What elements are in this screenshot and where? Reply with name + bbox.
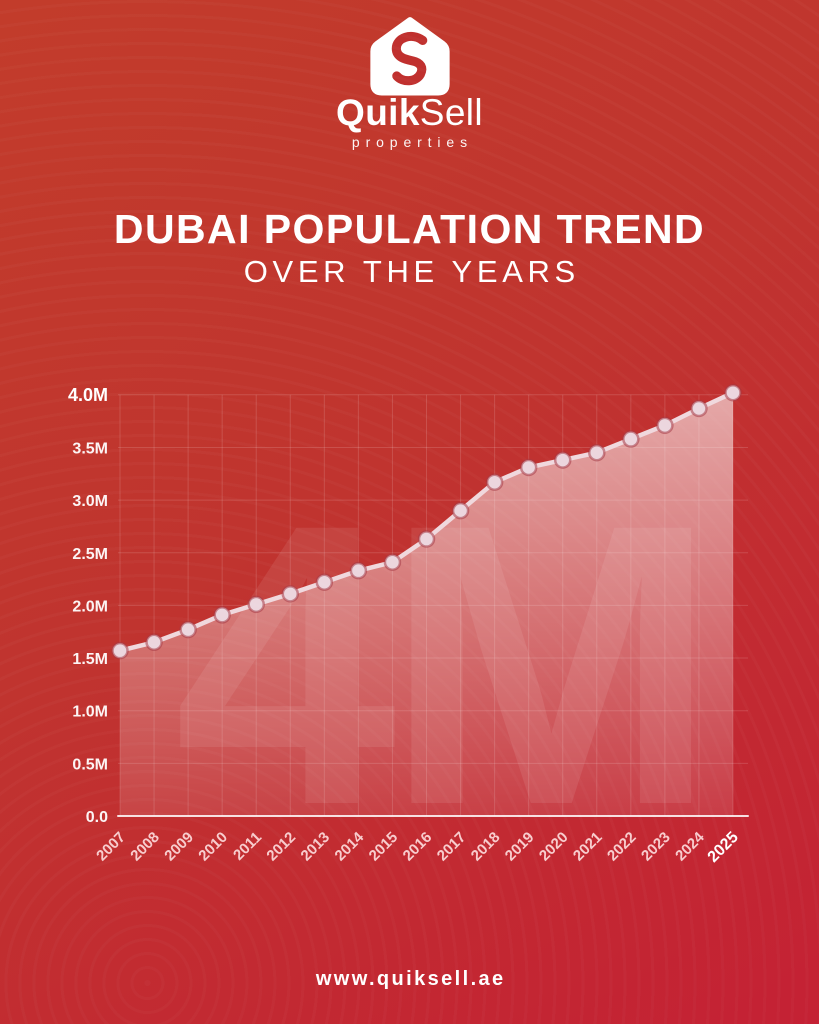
population-chart: 4M0.00.5M1.0M1.5M2.0M2.5M3.0M3.5M4.0M200… [0, 338, 819, 918]
data-point-2018 [485, 473, 504, 491]
data-point-2012 [281, 585, 300, 603]
s-monogram-icon [391, 31, 427, 86]
brand-tagline: properties [351, 134, 473, 150]
data-point-2024 [690, 399, 708, 418]
data-point-2007 [111, 641, 129, 660]
data-point-2020 [553, 451, 572, 469]
data-point-2021 [588, 443, 606, 462]
data-point-2015 [383, 553, 402, 571]
y-tick-label: 2.5M [72, 546, 108, 563]
data-point-2009 [179, 620, 197, 639]
data-point-2025 [724, 383, 742, 402]
y-tick-label: 0.5M [72, 756, 108, 773]
area-fill [120, 392, 733, 816]
x-tick-label: 2025 [705, 829, 742, 866]
brand-wordmark: QuikSell [0, 94, 819, 131]
y-tick-label: 2.0M [72, 598, 108, 615]
brand-name-primary: Quik [336, 92, 420, 133]
data-point-2014 [349, 561, 368, 580]
data-point-2008 [145, 633, 163, 652]
data-point-2017 [451, 501, 470, 520]
y-tick-label: 3.5M [72, 440, 108, 457]
data-point-2013 [315, 573, 334, 591]
y-tick-label: 0.0 [86, 809, 108, 826]
y-tick-label: 1.0M [72, 704, 108, 721]
y-tick-label: 3.0M [72, 493, 108, 510]
y-tick-label: 4.0M [68, 385, 108, 405]
data-point-2022 [622, 430, 640, 448]
page-title: DUBAI POPULATION TREND [113, 206, 706, 252]
house-icon [369, 17, 450, 96]
data-point-2016 [417, 530, 436, 548]
population-chart-svg: 4M0.00.5M1.0M1.5M2.0M2.5M3.0M3.5M4.0M200… [68, 383, 749, 888]
footer-url: www.quiksell.ae [315, 968, 506, 990]
x-tick-label: 2008 [127, 829, 163, 865]
page-subtitle: OVER THE YEARS [243, 254, 580, 289]
y-tick-label: 1.5M [72, 651, 108, 668]
data-point-2010 [213, 606, 231, 624]
brand-logo [0, 14, 819, 101]
data-point-2019 [519, 458, 538, 477]
data-point-2023 [656, 416, 674, 435]
x-tick-label: 2007 [93, 829, 129, 865]
data-point-2011 [247, 595, 265, 614]
brand-name-secondary: Sell [419, 92, 483, 133]
